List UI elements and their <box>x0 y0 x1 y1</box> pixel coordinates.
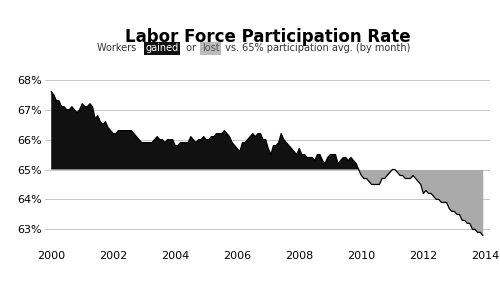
Title: Labor Force Participation Rate: Labor Force Participation Rate <box>124 28 410 46</box>
Text: lost: lost <box>202 44 220 53</box>
Text: Workers: Workers <box>96 44 139 53</box>
Text: vs. 65% participation avg. (by month): vs. 65% participation avg. (by month) <box>222 44 410 53</box>
Text: or: or <box>184 44 200 53</box>
Text: gained: gained <box>145 44 178 53</box>
